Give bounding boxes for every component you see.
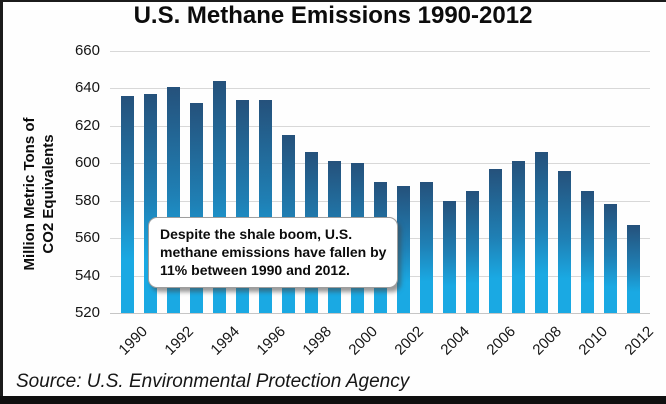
x-tick-2010: 2010 xyxy=(574,323,611,359)
top-border xyxy=(0,0,666,2)
bar-2008 xyxy=(535,152,548,313)
source-text: Source: U.S. Environmental Protection Ag… xyxy=(16,371,410,392)
x-tick-2006: 2006 xyxy=(482,323,519,359)
bar-2012 xyxy=(627,225,640,313)
y-axis-ticks: 520 540 560 580 600 620 640 660 xyxy=(34,42,100,321)
gridline-640 xyxy=(110,88,650,90)
x-tick-2012: 2012 xyxy=(620,323,657,359)
gridline-620 xyxy=(110,125,650,127)
bar-2004 xyxy=(443,200,456,313)
bar-1990 xyxy=(121,95,134,313)
left-border xyxy=(0,0,3,404)
bar-2009 xyxy=(558,170,571,313)
bar-2007 xyxy=(512,161,525,313)
gridline-660 xyxy=(110,51,650,52)
y-tick-560: 560 xyxy=(74,229,100,247)
gridline-520 xyxy=(110,313,650,314)
y-tick-520: 520 xyxy=(74,304,100,321)
bar-2011 xyxy=(604,204,617,313)
bar-2002 xyxy=(397,185,410,313)
y-tick-640: 640 xyxy=(74,79,100,97)
y-tick-660: 660 xyxy=(74,42,100,59)
gridline-600 xyxy=(110,163,650,165)
bar-2005 xyxy=(466,191,479,313)
y-tick-580: 580 xyxy=(74,191,100,209)
bar-2006 xyxy=(489,168,502,313)
y-tick-620: 620 xyxy=(74,116,100,134)
chart-title: U.S. Methane Emissions 1990-2012 xyxy=(133,2,533,29)
annotation-box: Despite the shale boom, U.S. methane emi… xyxy=(148,217,398,288)
bottom-border xyxy=(0,396,666,404)
y-tick-540: 540 xyxy=(74,266,100,284)
bar-2003 xyxy=(420,182,433,313)
x-tick-2008: 2008 xyxy=(528,323,565,359)
bar-2010 xyxy=(581,191,594,313)
y-tick-600: 600 xyxy=(74,154,100,172)
